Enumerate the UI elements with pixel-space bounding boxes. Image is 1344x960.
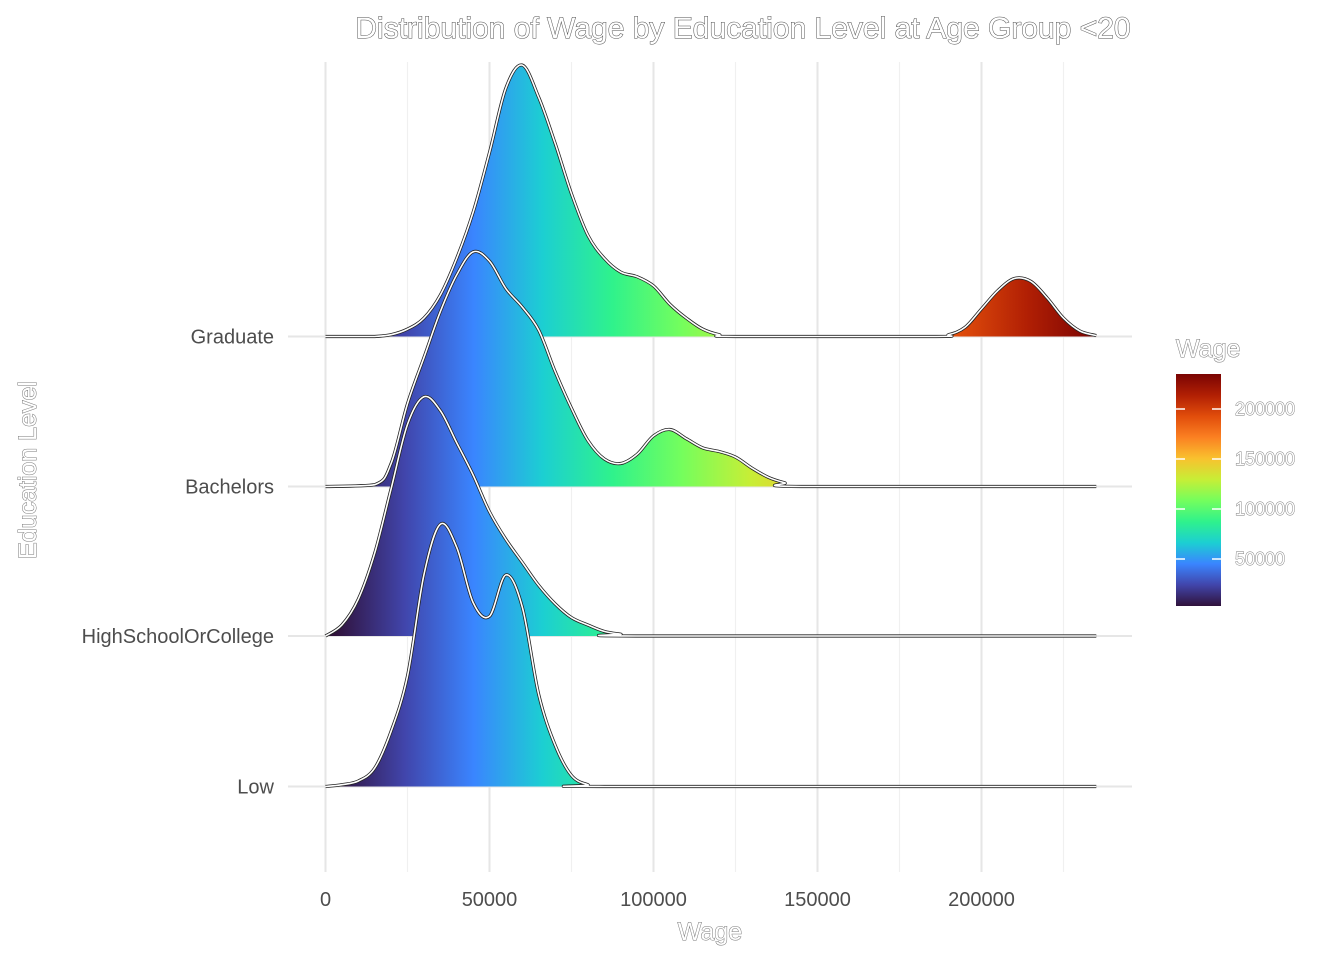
ridge-outline-highschoolorcollege: [325, 395, 1097, 637]
y-axis-title: Education Level: [14, 381, 42, 559]
y-tick-label: Graduate: [191, 327, 274, 349]
legend-colorbar: [1176, 374, 1221, 606]
chart-title: Distribution of Wage by Education Level …: [355, 12, 1130, 45]
ridge-fill-low: [325, 523, 1097, 787]
legend-tick-label: 200000: [1235, 399, 1295, 419]
ridges: [324, 63, 1097, 789]
x-tick-label: 100000: [620, 889, 687, 911]
ridge-outline-bachelors: [325, 250, 1097, 488]
x-tick-label: 50000: [462, 889, 518, 911]
legend-tick-label: 50000: [1235, 549, 1285, 569]
x-axis-title: Wage: [678, 918, 742, 946]
x-tick-label: 200000: [948, 889, 1015, 911]
ridge-fill-highschoolorcollege: [325, 396, 1097, 636]
ridge-outline-graduate: [325, 64, 1097, 338]
x-tick-label: 150000: [784, 889, 851, 911]
legend-tick-label: 150000: [1235, 449, 1295, 469]
y-tick-label: HighSchoolOrCollege: [82, 626, 274, 648]
legend-title: Wage: [1176, 335, 1240, 363]
y-tick-label: Bachelors: [185, 477, 274, 499]
y-tick-label: Low: [237, 777, 274, 799]
x-tick-label: 0: [320, 889, 331, 911]
legend-tick-label: 100000: [1235, 499, 1295, 519]
legend: Wage 50000 100000 150000 200000: [1176, 335, 1296, 606]
ridge-fill-graduate: [325, 64, 1097, 337]
ridge-outline-low: [325, 522, 1097, 788]
axes: Distribution of Wage by Education Level …: [14, 12, 1132, 947]
ridge-fill-bachelors: [325, 251, 1097, 487]
